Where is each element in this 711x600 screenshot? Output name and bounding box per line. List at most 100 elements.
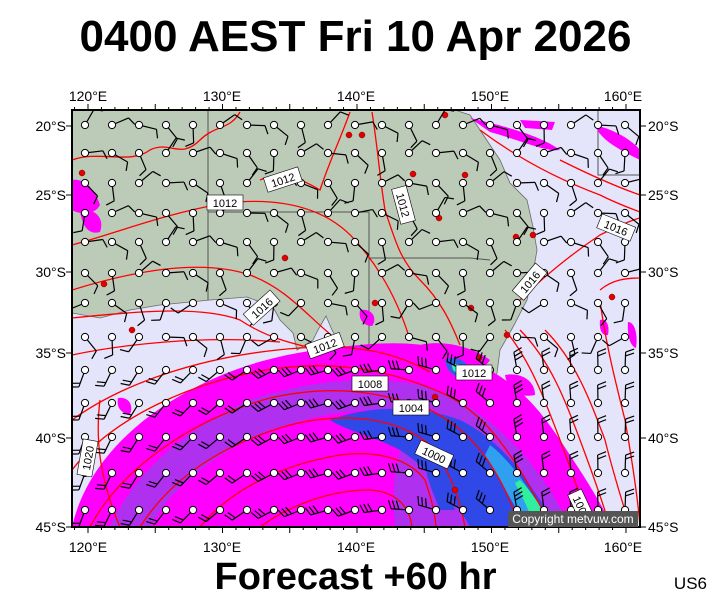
wind-barb bbox=[535, 120, 549, 147]
wind-barb bbox=[512, 414, 524, 442]
wind-barb bbox=[250, 398, 279, 412]
station-circle bbox=[80, 120, 90, 130]
wind-barb bbox=[171, 505, 198, 524]
station-circle bbox=[431, 148, 441, 158]
station-circle bbox=[485, 468, 495, 478]
wind-barb bbox=[215, 237, 239, 257]
station-circle bbox=[566, 468, 576, 478]
wind-barb bbox=[566, 414, 579, 442]
station-circle bbox=[161, 398, 171, 408]
station-circle bbox=[620, 178, 630, 188]
station-circle bbox=[107, 178, 117, 188]
station-circle bbox=[404, 505, 414, 515]
wind-barb bbox=[521, 298, 549, 314]
station-circle bbox=[566, 432, 576, 442]
station-circle bbox=[458, 398, 468, 408]
station-circle bbox=[620, 432, 630, 442]
station-circle bbox=[404, 178, 414, 188]
wind-barb bbox=[458, 205, 487, 218]
station-circle bbox=[539, 365, 549, 375]
station-circle bbox=[242, 298, 252, 308]
wind-barb bbox=[377, 264, 406, 278]
station-circle bbox=[350, 208, 360, 218]
latitude-labels-right: 20°S 25°S 30°S 35°S 40°S 45°S bbox=[648, 118, 679, 535]
wind-barb bbox=[512, 120, 529, 148]
svg-text:35°S: 35°S bbox=[648, 345, 679, 361]
station-circle bbox=[80, 268, 90, 278]
svg-text:130°E: 130°E bbox=[203, 88, 241, 104]
wind-barb bbox=[512, 450, 524, 478]
wind-barb bbox=[277, 365, 306, 378]
wind-barb bbox=[387, 462, 414, 478]
wind-barb bbox=[265, 237, 279, 264]
station-circle bbox=[296, 268, 306, 278]
wind-barb bbox=[185, 208, 198, 236]
station-circle bbox=[80, 298, 90, 308]
wind-barb bbox=[250, 468, 279, 482]
station-circle bbox=[377, 178, 387, 188]
wind-barb bbox=[323, 199, 349, 218]
wind-barb bbox=[105, 178, 117, 206]
station-circle bbox=[404, 332, 414, 342]
wind-barb bbox=[404, 228, 431, 247]
station-circle bbox=[215, 432, 225, 442]
wind-barb bbox=[475, 416, 495, 442]
map-frame bbox=[71, 109, 641, 528]
wind-barb bbox=[323, 237, 349, 253]
station-circle bbox=[80, 365, 90, 375]
svg-text:140°E: 140°E bbox=[337, 539, 375, 555]
wind-barb bbox=[72, 298, 90, 309]
station-circle bbox=[188, 332, 198, 342]
wind-barb bbox=[485, 208, 510, 227]
station-circle bbox=[350, 268, 360, 278]
wind-barb bbox=[304, 365, 333, 376]
wind-barb bbox=[350, 148, 369, 174]
wind-barb bbox=[539, 178, 560, 203]
wind-barb bbox=[161, 226, 185, 247]
wind-barb bbox=[251, 332, 279, 347]
wind-barb bbox=[215, 268, 227, 297]
wind-barb bbox=[224, 432, 252, 448]
station-circle bbox=[215, 468, 225, 478]
wind-barb bbox=[512, 208, 529, 236]
wind-barb bbox=[456, 178, 468, 206]
station-circle bbox=[269, 208, 279, 218]
svg-text:30°S: 30°S bbox=[35, 264, 66, 280]
svg-text:160°E: 160°E bbox=[604, 539, 642, 555]
wind-barb bbox=[323, 268, 339, 296]
wind-barb bbox=[279, 298, 306, 317]
wind-barb bbox=[431, 178, 449, 205]
station-circle bbox=[215, 365, 225, 375]
station-circle bbox=[593, 398, 603, 408]
wind-barb bbox=[387, 499, 414, 515]
station-circle bbox=[242, 208, 252, 218]
station-circle bbox=[188, 505, 198, 515]
station-circle bbox=[242, 120, 252, 130]
wind-barb bbox=[146, 505, 171, 525]
station-circle bbox=[512, 148, 522, 158]
isobar-label: 1012 bbox=[206, 194, 244, 211]
station-circle bbox=[539, 178, 549, 188]
svg-text:120°E: 120°E bbox=[69, 88, 107, 104]
wind-barb bbox=[539, 146, 568, 158]
wind-barb bbox=[620, 451, 635, 478]
station-circle bbox=[404, 237, 414, 247]
wind-barb bbox=[431, 332, 448, 360]
wind-barb bbox=[485, 237, 498, 266]
station-circle bbox=[323, 398, 333, 408]
svg-text:35°S: 35°S bbox=[35, 345, 66, 361]
wind-barb bbox=[80, 178, 99, 205]
station-circle bbox=[458, 237, 468, 247]
station-circle bbox=[134, 332, 144, 342]
wind-barb bbox=[539, 347, 551, 375]
station-circle bbox=[107, 365, 117, 375]
station-circle bbox=[512, 178, 522, 188]
station-circle bbox=[539, 332, 549, 342]
wind-barb bbox=[431, 268, 450, 295]
station-circle bbox=[566, 298, 576, 308]
station-circle bbox=[161, 332, 171, 342]
wind-barb bbox=[269, 267, 298, 278]
wind-barb bbox=[107, 237, 129, 260]
isobar-label: 1008 bbox=[351, 375, 389, 392]
